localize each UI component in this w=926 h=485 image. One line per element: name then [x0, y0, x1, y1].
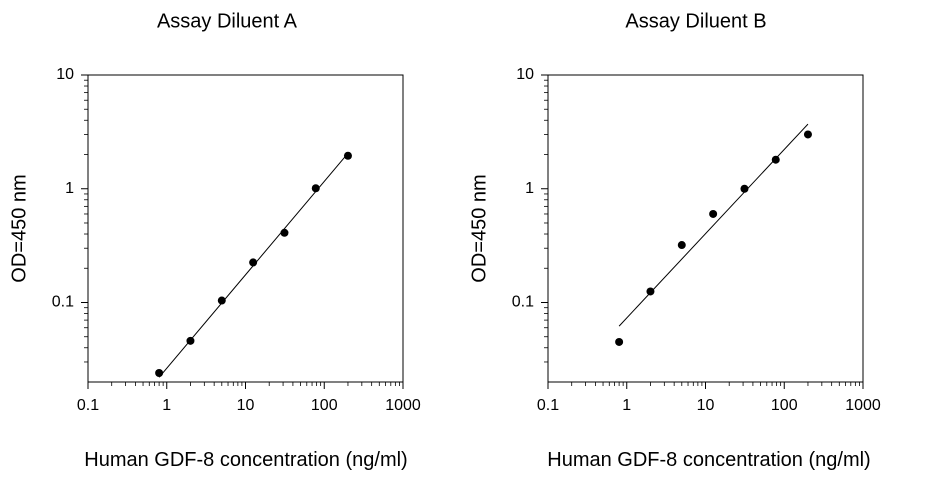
chart-title: Assay Diluent A	[157, 10, 298, 32]
x-tick-label: 10	[237, 397, 255, 414]
chart-panel-2: Assay Diluent B 0.1 1 10 100 1000 0.1 1 10 Human …	[468, 10, 881, 471]
x-tick-label: 0.1	[77, 397, 99, 414]
x-tick-label: 1	[162, 397, 171, 414]
plot-frame	[87, 74, 404, 383]
data-point	[646, 287, 655, 296]
y-tick-label: 10	[56, 66, 74, 83]
y-tick-label: 10	[516, 66, 534, 83]
plot-frame	[547, 74, 864, 383]
x-tick-label: 1000	[845, 397, 881, 414]
fit-line	[618, 123, 809, 327]
x-tick-label: 10	[697, 397, 715, 414]
data-point	[709, 209, 718, 218]
y-tick-label: 1	[65, 180, 74, 197]
x-tick-label: 100	[771, 397, 798, 414]
data-point	[186, 336, 195, 345]
data-point	[803, 130, 812, 139]
data-point	[677, 241, 686, 250]
x-axis-label: Human GDF-8 concentration (ng/ml)	[84, 449, 407, 471]
data-point	[740, 184, 749, 193]
chart-title: Assay Diluent B	[625, 10, 766, 32]
y-tick-label: 0.1	[52, 294, 74, 311]
x-axis-label: Human GDF-8 concentration (ng/ml)	[547, 449, 870, 471]
y-axis-label: OD=450 nm	[468, 174, 490, 282]
data-point	[155, 368, 164, 377]
data-point	[249, 258, 258, 267]
data-point	[771, 155, 780, 164]
x-tick-label: 0.1	[537, 397, 559, 414]
data-point	[217, 296, 226, 305]
data-point	[280, 228, 289, 237]
data-point	[343, 151, 352, 160]
data-point	[311, 184, 320, 193]
chart-panel-1: Assay Diluent A 0.1 1 10 100 1000 0.1 1 10 Human …	[8, 10, 421, 471]
x-tick-label: 1000	[385, 397, 421, 414]
x-tick-label: 100	[311, 397, 338, 414]
y-tick-label: 0.1	[512, 294, 534, 311]
y-tick-label: 1	[525, 180, 534, 197]
data-point	[615, 337, 624, 346]
x-tick-label: 1	[622, 397, 631, 414]
y-axis-label: OD=450 nm	[8, 174, 30, 282]
